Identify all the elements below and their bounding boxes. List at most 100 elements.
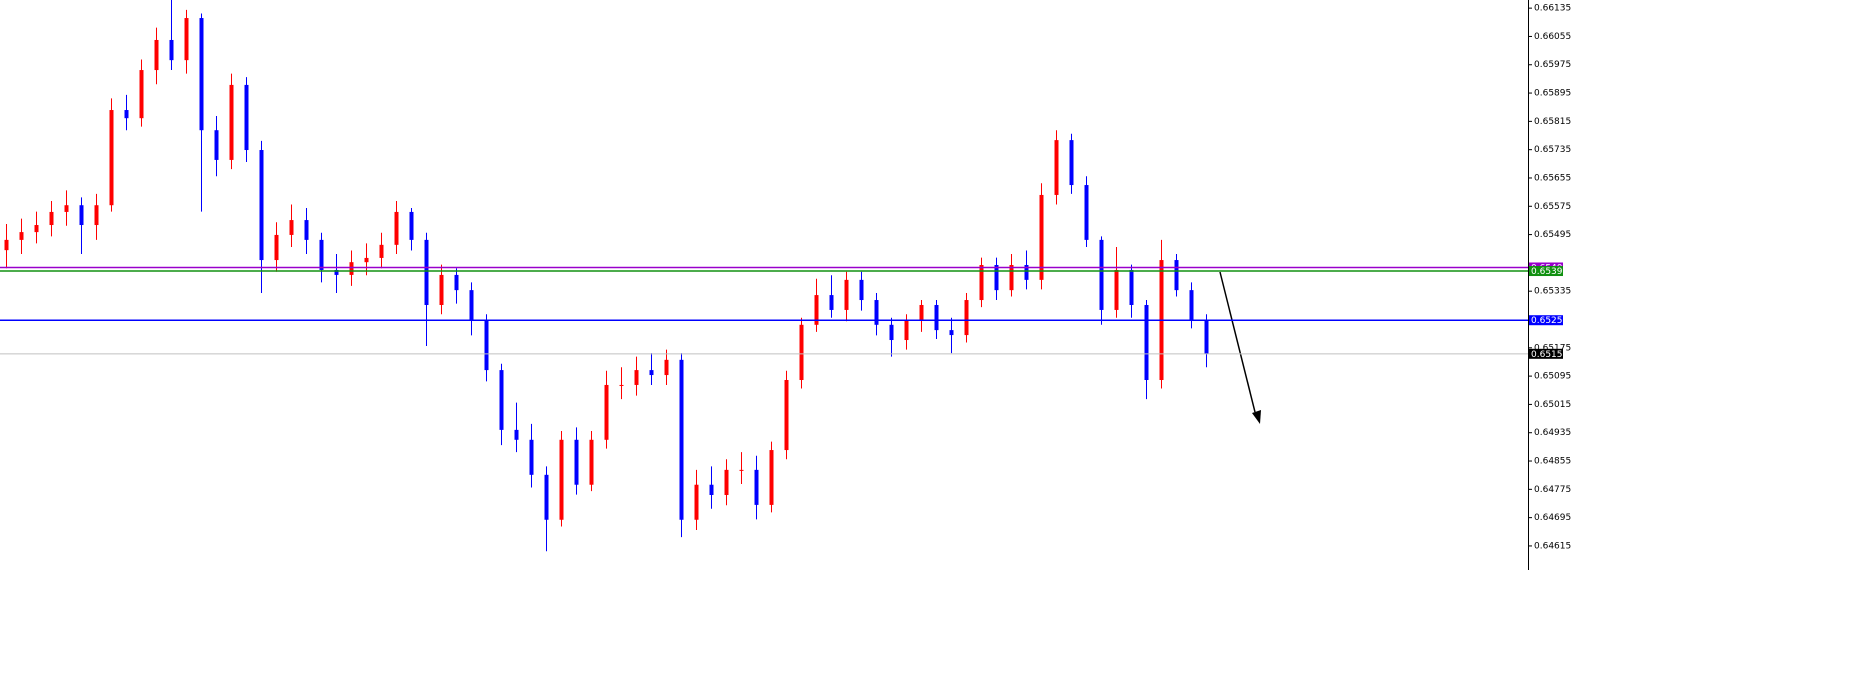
candle-body <box>919 304 924 320</box>
candle-body <box>649 370 654 376</box>
candle-body <box>79 205 84 226</box>
candle-body <box>529 439 534 475</box>
candle-body <box>1189 290 1194 320</box>
candle-body <box>889 324 894 341</box>
candle-body <box>784 380 789 451</box>
candle-body <box>34 225 39 233</box>
candle-body <box>19 232 24 240</box>
y-tick-label: 0.64935 <box>1534 428 1571 438</box>
candle-body <box>934 304 939 331</box>
candle-body <box>394 211 399 245</box>
y-tick-label: 0.64615 <box>1534 541 1571 551</box>
candle-body <box>1024 265 1029 280</box>
candle-body <box>709 484 714 495</box>
candle-body <box>799 324 804 380</box>
candle-body <box>424 239 429 305</box>
y-tick-label: 0.66055 <box>1534 32 1571 42</box>
candle-body <box>274 234 279 261</box>
candle-body <box>739 469 744 471</box>
candle-body <box>514 429 519 440</box>
candle-body <box>244 84 249 151</box>
candle-body <box>1039 194 1044 280</box>
candle-body <box>754 469 759 505</box>
y-tick-label: 0.64775 <box>1534 485 1571 495</box>
candle-body <box>214 130 219 160</box>
candle-body <box>49 211 54 226</box>
down-arrow <box>1219 271 1261 424</box>
level-tag <box>1529 315 1563 326</box>
candle-body <box>409 211 414 240</box>
candle-body <box>694 484 699 520</box>
candle-body <box>829 295 834 310</box>
y-tick-label: 0.64855 <box>1534 457 1571 467</box>
y-tick-label: 0.65175 <box>1534 343 1571 353</box>
candle-body <box>439 274 444 305</box>
candle-body <box>199 18 204 131</box>
candle-body <box>1099 239 1104 310</box>
candle-body <box>664 359 669 376</box>
candle-body <box>349 262 354 275</box>
y-tick-label: 0.65975 <box>1534 60 1571 70</box>
candle-body <box>979 265 984 301</box>
y-tick-label: 0.65655 <box>1534 173 1571 183</box>
candle-body <box>949 330 954 336</box>
y-tick-label: 0.65095 <box>1534 372 1571 382</box>
candle-body <box>1129 269 1134 305</box>
candle-body <box>1144 304 1149 380</box>
level-tag-label: 0.65392 <box>1531 267 1568 277</box>
candle-body <box>319 239 324 270</box>
candle-body <box>289 220 294 235</box>
candle-body <box>604 384 609 440</box>
candle-body <box>589 439 594 485</box>
candle-body <box>454 274 459 291</box>
candle-body <box>1054 140 1059 195</box>
y-tick-label: 0.65815 <box>1534 117 1571 127</box>
candle-body <box>94 205 99 226</box>
candle-body <box>124 110 129 119</box>
candle-body <box>724 469 729 495</box>
candle-body <box>304 220 309 240</box>
candle-body <box>1009 265 1014 291</box>
candle-body <box>679 359 684 520</box>
candle-body <box>499 370 504 430</box>
candle-body <box>1174 260 1179 291</box>
y-tick-label: 0.65015 <box>1534 400 1571 410</box>
candle-body <box>859 279 864 301</box>
level-tag <box>1529 266 1563 277</box>
candle-body <box>1114 269 1119 310</box>
candle-body <box>559 439 564 520</box>
candle-body <box>184 18 189 61</box>
candle-body <box>874 300 879 325</box>
candle-body <box>619 384 624 386</box>
level-tag-label: 0.65253 <box>1531 316 1568 326</box>
candle-body <box>574 439 579 485</box>
candle-body <box>769 450 774 505</box>
y-tick-label: 0.66135 <box>1534 4 1571 14</box>
candle-body <box>64 205 69 212</box>
candle-body <box>169 39 174 61</box>
candle-body <box>1204 319 1209 354</box>
candle-body <box>469 290 474 320</box>
candle-body <box>229 84 234 160</box>
y-tick-label: 0.65495 <box>1534 230 1571 240</box>
candle-body <box>844 279 849 310</box>
y-tick-label: 0.65895 <box>1534 89 1571 99</box>
candle-body <box>1069 140 1074 186</box>
y-tick-label: 0.65735 <box>1534 145 1571 155</box>
level-tag-label: 0.65158 <box>1531 350 1568 360</box>
level-tag <box>1529 348 1563 359</box>
candle-body <box>904 319 909 341</box>
candle-body <box>994 265 999 291</box>
candle-body <box>1084 185 1089 240</box>
candle-body <box>139 70 144 119</box>
candle-body <box>259 150 264 261</box>
candle-body <box>814 295 819 325</box>
y-tick-label: 0.64695 <box>1534 513 1571 523</box>
candle-body <box>964 300 969 336</box>
candle-body <box>4 239 9 251</box>
candle-body <box>364 257 369 263</box>
candle-body <box>484 319 489 371</box>
y-tick-label: 0.65575 <box>1534 202 1571 212</box>
